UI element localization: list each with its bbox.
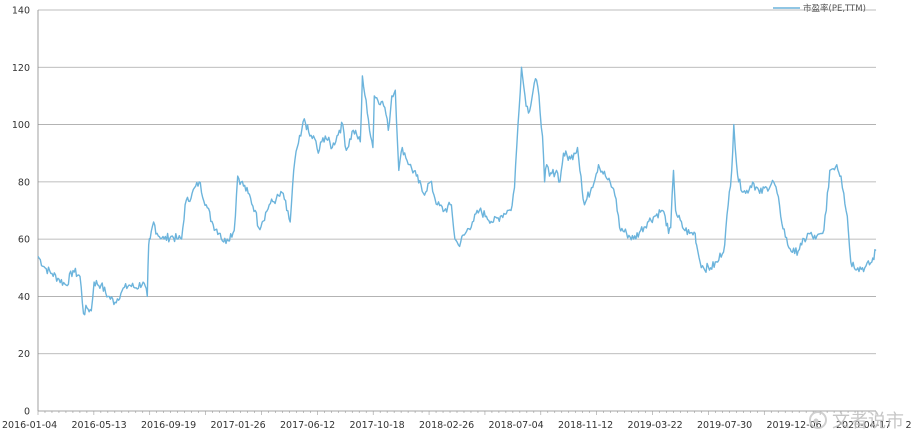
watermark-text: 文者说市 — [832, 411, 904, 432]
weibo-logo-eye-icon — [813, 418, 819, 424]
watermark: 文者说市 — [809, 411, 904, 432]
x-tick-label: 2019-12-06 — [767, 420, 822, 431]
series-line-pe-ttm — [37, 66, 877, 316]
x-tick-label: 2019-03-22 — [628, 420, 683, 431]
horizontal-gridlines — [38, 9, 876, 355]
x-tick-label: 2018-07-04 — [489, 420, 544, 431]
x-tick-label: 2018-02-26 — [419, 420, 474, 431]
x-tick-label: 2017-06-12 — [280, 420, 335, 431]
series-layer — [37, 66, 877, 316]
x-tick-label: 2016-09-19 — [141, 420, 196, 431]
x-axis-tick-labels: 2016-01-04 2016-05-13 2016-09-19 2017-01-26… — [2, 420, 912, 431]
x-axis — [37, 10, 877, 415]
x-tick-label: 2016-01-04 — [2, 420, 57, 431]
x-tick-label: 2019-07-30 — [697, 420, 752, 431]
x-tick-label: 2020-04-17 — [836, 420, 891, 431]
legend-label-pe-ttm: 市盈率(PE,TTM) — [803, 3, 866, 14]
x-tick-label: 2017-01-26 — [211, 420, 266, 431]
y-tick-label: 40 — [18, 292, 30, 303]
y-tick-label: 20 — [18, 349, 30, 360]
x-tick-label: 2016-05-13 — [72, 420, 127, 431]
y-axis-tick-labels: 0 20 40 60 80 100 120 140 — [12, 6, 30, 418]
x-tick-label: 2020-0… — [906, 420, 912, 431]
y-tick-label: 140 — [12, 6, 30, 17]
x-tick-label: 2017-10-18 — [350, 420, 405, 431]
x-tick-label: 2018-11-12 — [558, 420, 613, 431]
chart-legend[interactable]: 市盈率(PE,TTM) — [773, 3, 866, 14]
y-tick-label: 60 — [18, 235, 30, 246]
y-tick-label: 120 — [12, 63, 30, 74]
weibo-logo-icon — [809, 411, 827, 429]
y-tick-label: 0 — [24, 407, 30, 418]
y-tick-label: 100 — [12, 120, 30, 131]
y-tick-label: 80 — [18, 177, 30, 188]
